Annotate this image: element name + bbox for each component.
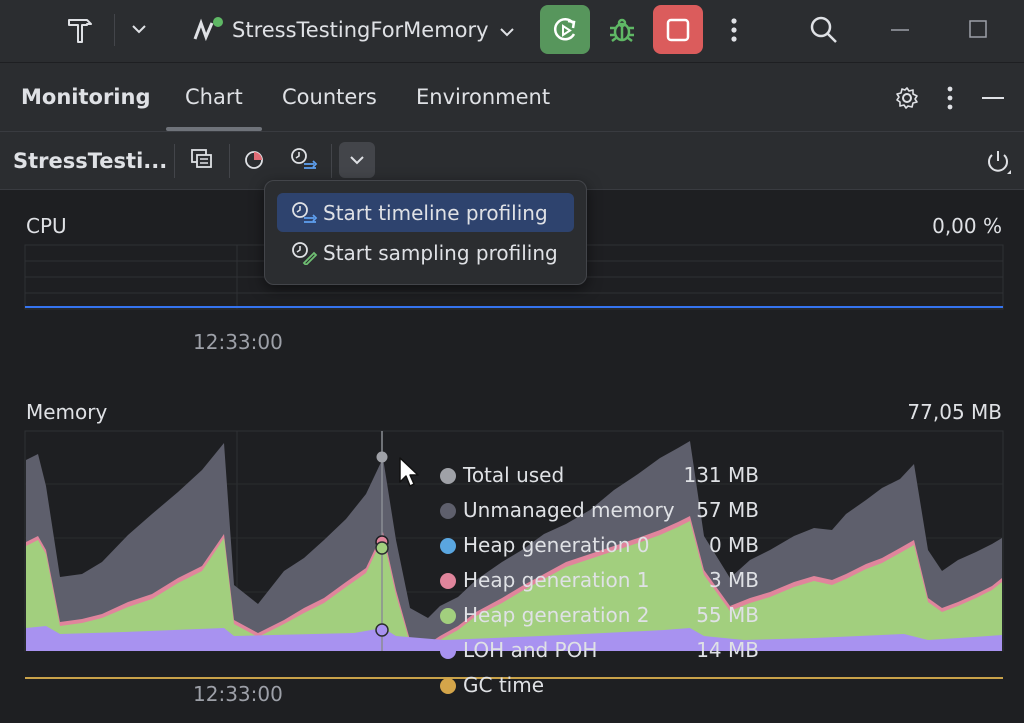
search-icon[interactable] <box>804 10 844 50</box>
run-config-name: StressTestingForMemory <box>232 18 489 42</box>
separator <box>229 144 230 178</box>
run-config-selector[interactable]: StressTestingForMemory <box>192 12 515 48</box>
cpu-chart[interactable] <box>24 244 1004 310</box>
maximize-icon[interactable] <box>962 13 994 45</box>
legend-name: LOH and POH <box>463 638 598 662</box>
legend-value: 0 MB <box>708 533 759 557</box>
sampling-profile-icon <box>290 241 318 269</box>
hammer-icon[interactable] <box>62 12 98 48</box>
cursor-marker-total <box>376 451 388 463</box>
heap-gen2-area <box>26 521 1002 662</box>
legend-swatch <box>440 538 456 554</box>
memory-label: Memory <box>26 400 108 424</box>
menu-item-start-timeline-profiling[interactable]: Start timeline profiling <box>277 193 574 232</box>
cpu-time-label: 12:33:00 <box>193 330 283 354</box>
legend-swatch <box>440 608 456 624</box>
profiling-popup-menu: Start timeline profiling Start sampling … <box>264 180 587 285</box>
tool-window-title: Monitoring <box>21 85 151 109</box>
more-vertical-icon[interactable] <box>938 83 962 113</box>
legend-swatch <box>440 678 456 694</box>
separator <box>114 14 115 46</box>
run-config-icon <box>192 17 224 43</box>
legend-value: 55 MB <box>696 603 759 627</box>
memory-time-label: 12:33:00 <box>193 682 283 706</box>
hide-icon[interactable] <box>979 83 1007 113</box>
title-bar: StressTestingForMemory <box>0 0 1024 63</box>
power-icon[interactable] <box>982 146 1014 178</box>
cursor-marker-gen2 <box>375 541 389 555</box>
debug-button[interactable] <box>602 10 642 50</box>
legend-name: Heap generation 2 <box>463 603 650 627</box>
profiling-dropdown-button[interactable] <box>339 142 375 178</box>
separator <box>331 144 332 178</box>
legend-value: 131 MB <box>683 463 759 487</box>
rerun-icon <box>553 17 576 40</box>
process-name[interactable]: StressTesti... <box>13 149 168 173</box>
cpu-value: 0,00 % <box>932 214 1002 238</box>
debug-icon <box>610 18 634 42</box>
minimize-icon[interactable] <box>884 14 916 46</box>
legend-swatch <box>440 573 456 589</box>
memory-profile-icon[interactable] <box>239 144 269 174</box>
memory-value: 77,05 MB <box>907 400 1002 424</box>
legend-swatch <box>440 503 456 519</box>
legend-value: 3 MB <box>708 568 759 592</box>
snapshot-icon[interactable] <box>187 144 217 174</box>
chevron-down-icon <box>350 155 364 164</box>
cpu-label: CPU <box>26 214 67 238</box>
legend-item-gc-time: GC time <box>431 668 776 703</box>
legend-value: 57 MB <box>696 498 759 522</box>
legend-swatch <box>440 643 456 659</box>
memory-chart[interactable] <box>24 430 1004 682</box>
stop-button[interactable] <box>653 5 703 54</box>
legend-value: 14 MB <box>696 638 759 662</box>
legend-item-unmanaged-memory: Unmanaged memory 57 MB <box>431 493 776 528</box>
legend-item-total-used: Total used 131 MB <box>431 458 776 493</box>
more-vertical-icon[interactable] <box>720 12 748 48</box>
menu-item-label: Start timeline profiling <box>323 200 548 225</box>
legend-name: Unmanaged memory <box>463 498 675 522</box>
stop-icon <box>666 18 690 41</box>
legend-name: Total used <box>463 463 565 487</box>
tab-environment[interactable]: Environment <box>416 85 551 109</box>
legend-name: Heap generation 1 <box>463 568 650 592</box>
legend-swatch <box>440 468 456 484</box>
separator <box>174 144 175 178</box>
menu-item-start-sampling-profiling[interactable]: Start sampling profiling <box>277 233 574 272</box>
cursor-marker-loh <box>375 623 389 637</box>
legend-name: GC time <box>463 673 545 697</box>
timeline-profile-icon[interactable] <box>286 144 320 174</box>
gear-icon[interactable] <box>892 83 922 113</box>
mouse-pointer-icon <box>399 457 419 487</box>
tab-counters[interactable]: Counters <box>282 85 377 109</box>
menu-item-label: Start sampling profiling <box>323 240 558 265</box>
legend-name: Heap generation 0 <box>463 533 650 557</box>
active-tab-indicator <box>166 127 262 131</box>
tab-chart[interactable]: Chart <box>185 85 243 109</box>
legend-item-heap-gen1: Heap generation 1 3 MB <box>431 563 776 598</box>
timeline-profile-icon <box>290 201 318 229</box>
legend-item-heap-gen0: Heap generation 0 0 MB <box>431 528 776 563</box>
chevron-down-icon <box>499 18 515 42</box>
memory-tooltip-legend: Total used 131 MB Unmanaged memory 57 MB… <box>431 458 776 703</box>
legend-item-loh-poh: LOH and POH 14 MB <box>431 633 776 668</box>
chevron-down-icon[interactable] <box>126 16 152 42</box>
legend-item-heap-gen2: Heap generation 2 55 MB <box>431 598 776 633</box>
rerun-button[interactable] <box>540 5 590 54</box>
tool-window-header: Monitoring Chart Counters Environment <box>0 63 1024 132</box>
